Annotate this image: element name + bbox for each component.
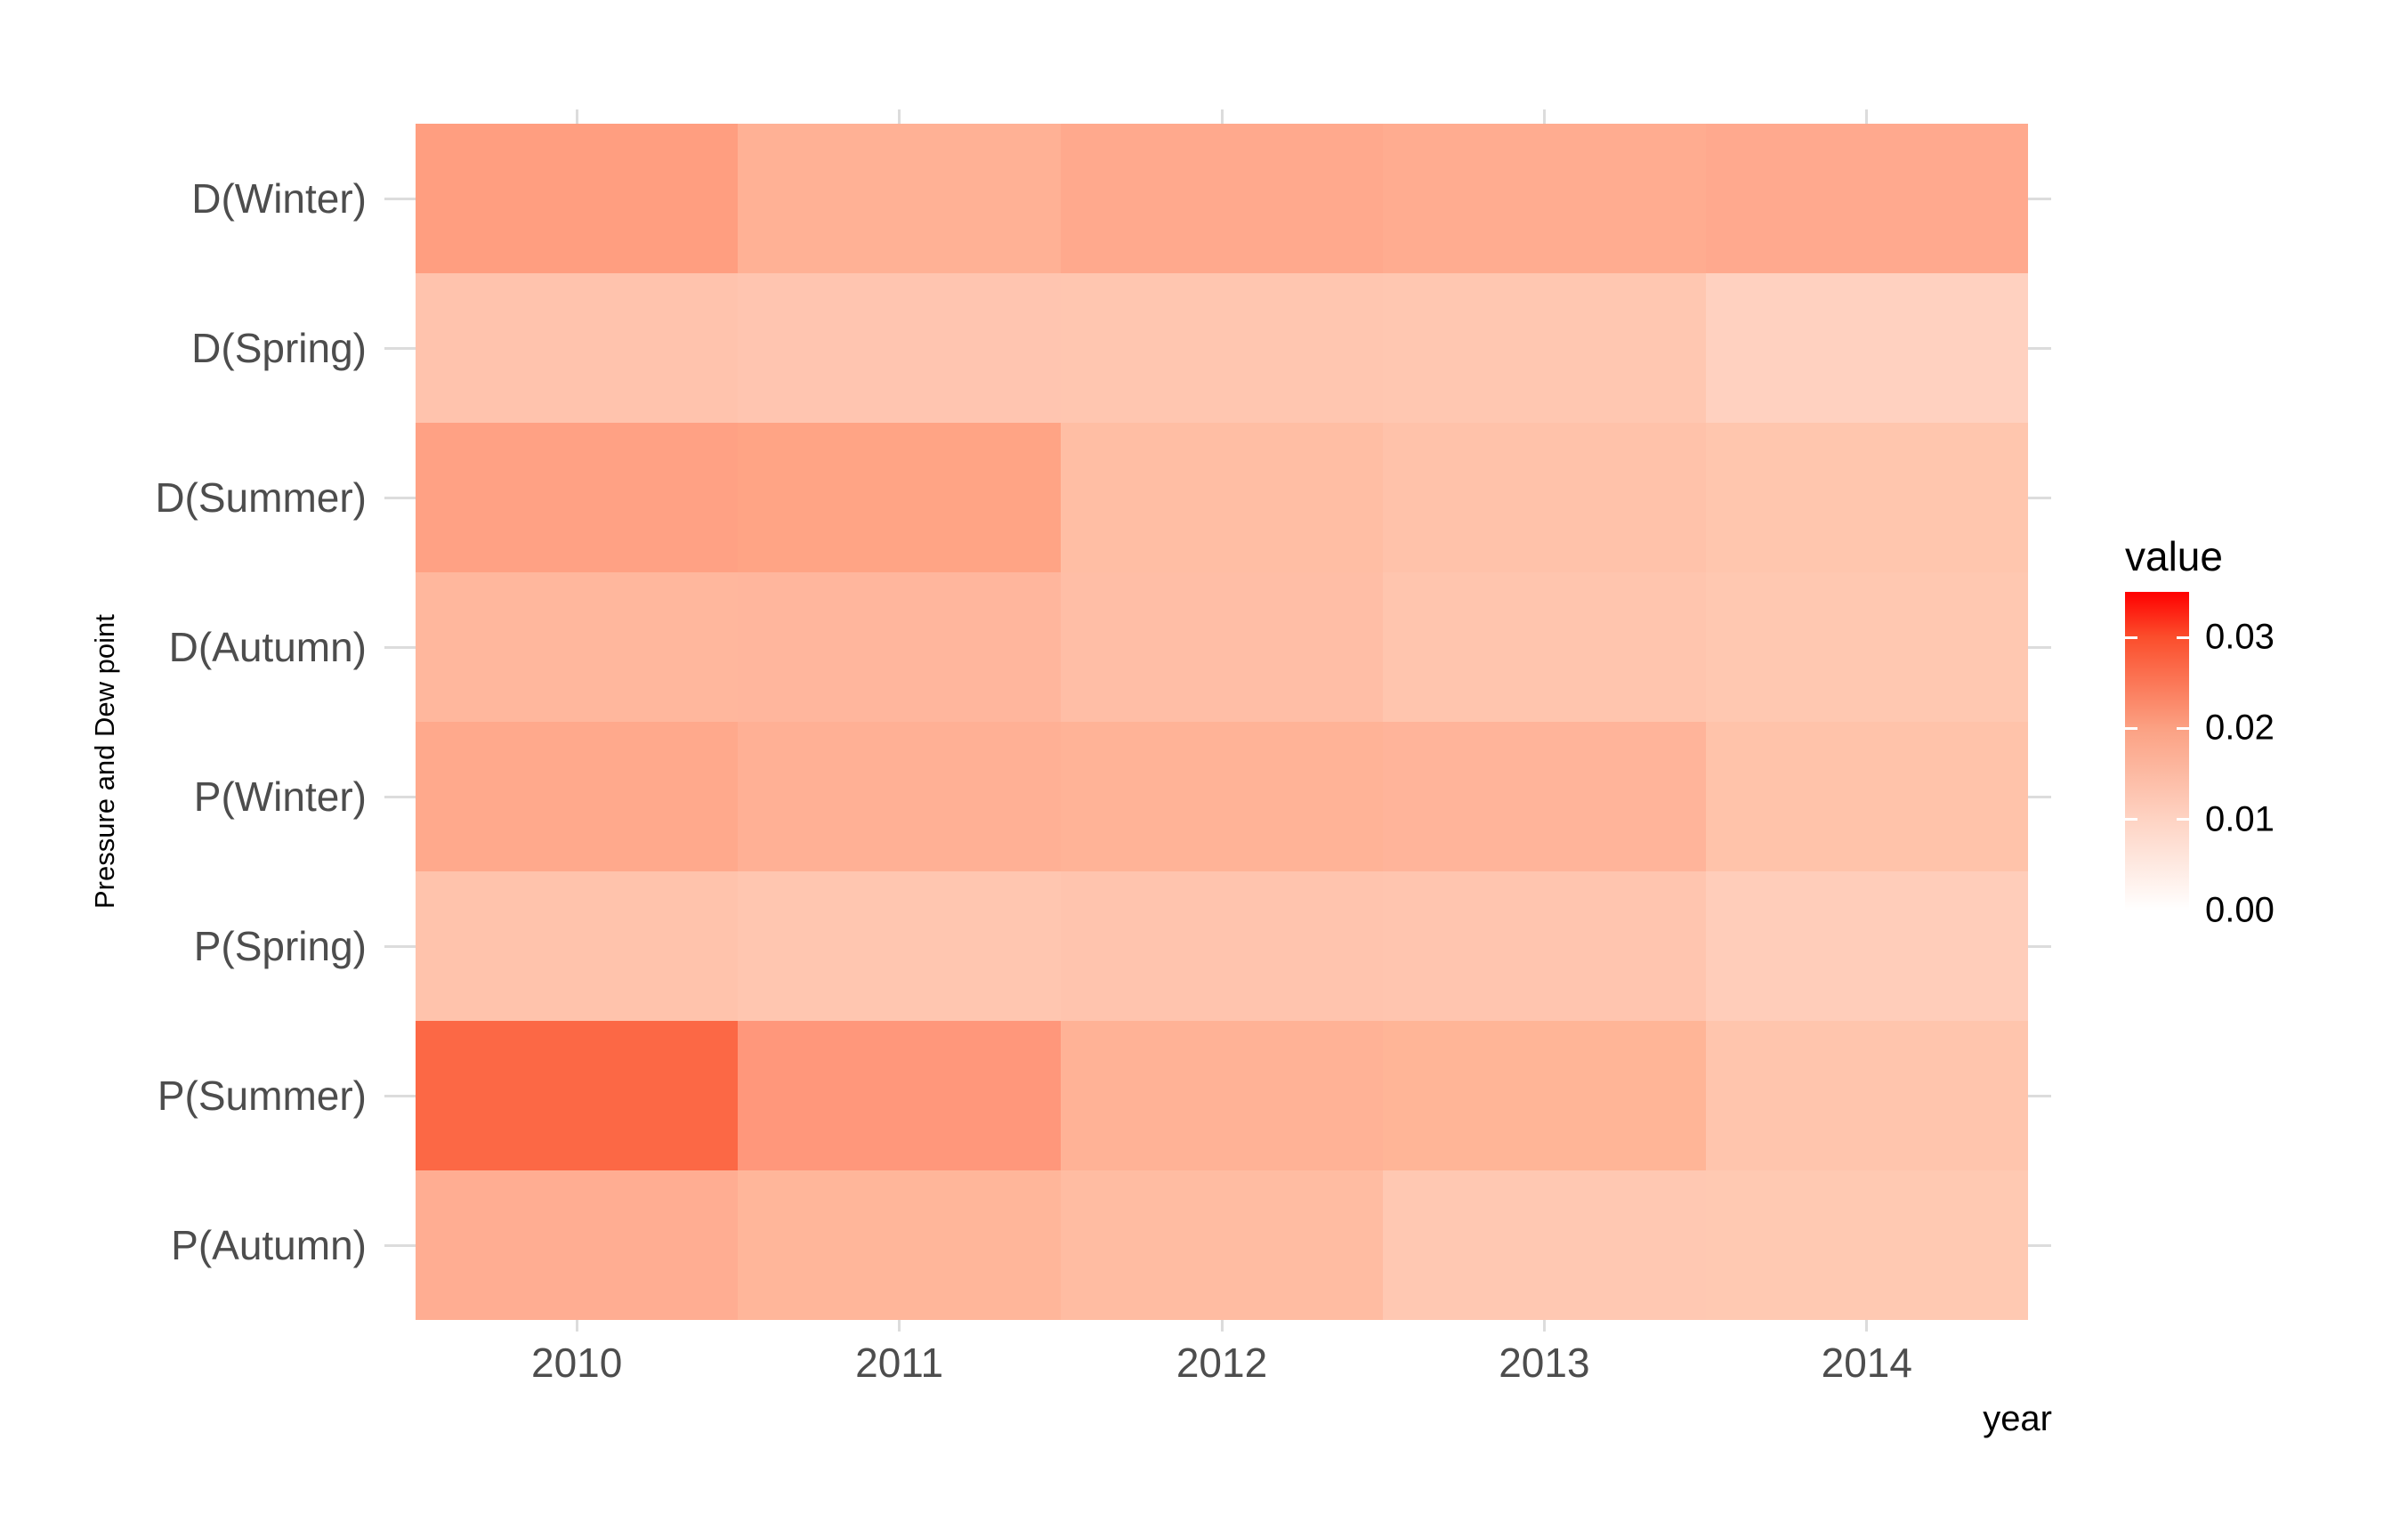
heatmap-cell	[416, 572, 739, 722]
heatmap-cell	[416, 1021, 739, 1170]
legend-tick-mark	[2125, 726, 2137, 730]
legend-tick-mark	[2177, 726, 2189, 730]
heatmap-panel	[384, 109, 2051, 1332]
y-tick-label: D(Spring)	[191, 325, 367, 371]
heatmap-cell	[1383, 572, 1706, 722]
heatmap-cell	[1383, 871, 1706, 1021]
legend-tick-label: 0.02	[2205, 708, 2275, 748]
legend-tick-label: 0.00	[2205, 890, 2275, 930]
heatmap-cell	[1383, 124, 1706, 273]
heatmap-cell	[738, 871, 1061, 1021]
y-tick-label: P(Summer)	[157, 1073, 367, 1119]
heatmap-cell	[416, 124, 739, 273]
heatmap-cell	[1060, 1021, 1384, 1170]
y-tick-label: P(Autumn)	[171, 1222, 367, 1268]
heatmap-cell	[1705, 722, 2028, 871]
heatmap-cell	[1705, 273, 2028, 423]
legend-tick-mark	[2125, 635, 2137, 639]
heatmap-cell	[1705, 871, 2028, 1021]
legend-tick-mark	[2125, 818, 2137, 822]
y-tick-label: D(Autumn)	[168, 624, 367, 670]
heatmap-cell	[738, 423, 1061, 572]
heatmap-cell	[738, 124, 1061, 273]
heatmap-cell	[1060, 273, 1384, 423]
x-tick-label: 2013	[1499, 1340, 1590, 1386]
heatmap-cell	[1383, 1170, 1706, 1320]
x-axis-tick-labels: 2010 2011 2012 2013 2014	[384, 1339, 2051, 1392]
heatmap-cell	[1060, 423, 1384, 572]
legend-tick-mark	[2125, 909, 2137, 912]
legend-colorbar	[2125, 592, 2189, 911]
heatmap-cell	[416, 273, 739, 423]
legend-tick-label: 0.01	[2205, 799, 2275, 839]
x-tick-label: 2010	[531, 1340, 623, 1386]
heatmap-cell	[738, 1170, 1061, 1320]
y-tick-label: P(Winter)	[193, 773, 367, 820]
heatmap-cell	[738, 722, 1061, 871]
heatmap-cell	[416, 871, 739, 1021]
heatmap-cell	[1383, 273, 1706, 423]
x-tick-label: 2014	[1821, 1340, 1912, 1386]
heatmap-cell	[1383, 722, 1706, 871]
heatmap-cell	[1383, 1021, 1706, 1170]
heatmap-cell	[1060, 722, 1384, 871]
legend-tick-label: 0.03	[2205, 617, 2275, 657]
legend-tick-mark	[2177, 909, 2189, 912]
heatmap-cell	[1705, 572, 2028, 722]
y-axis-tick-labels: D(Winter) D(Spring) D(Summer) D(Autumn) P(Wi…	[0, 109, 374, 1332]
heatmap-cell	[1060, 124, 1384, 273]
heatmap-cell	[416, 423, 739, 572]
heatmap-cell	[1705, 1170, 2028, 1320]
heatmap-cell	[1060, 871, 1384, 1021]
x-tick-label: 2012	[1176, 1340, 1268, 1386]
x-axis-title: year	[1983, 1399, 2052, 1438]
heatmap-cell	[416, 1170, 739, 1320]
legend-tick-mark	[2177, 818, 2189, 822]
heatmap-cell	[1060, 1170, 1384, 1320]
x-tick-label: 2011	[855, 1340, 944, 1386]
heatmap-cell	[1060, 572, 1384, 722]
heatmap-cell	[416, 722, 739, 871]
heatmap-cell	[738, 572, 1061, 722]
heatmap-cell	[1705, 124, 2028, 273]
legend-title: value	[2125, 533, 2223, 579]
heatmap-cell	[738, 273, 1061, 423]
heatmap-cell	[738, 1021, 1061, 1170]
legend-tick-labels: 0.03 0.02 0.01 0.00	[2205, 592, 2383, 930]
legend-tick-mark	[2177, 635, 2189, 639]
y-tick-label: D(Summer)	[155, 474, 367, 521]
y-tick-label: D(Winter)	[191, 175, 367, 222]
y-tick-label: P(Spring)	[193, 923, 367, 969]
heatmap-tile-grid	[416, 124, 2028, 1320]
heatmap-cell	[1705, 423, 2028, 572]
heatmap-cell	[1383, 423, 1706, 572]
heatmap-cell	[1705, 1021, 2028, 1170]
legend: value 0.03 0.02 0.01 0.00	[2125, 532, 2408, 959]
